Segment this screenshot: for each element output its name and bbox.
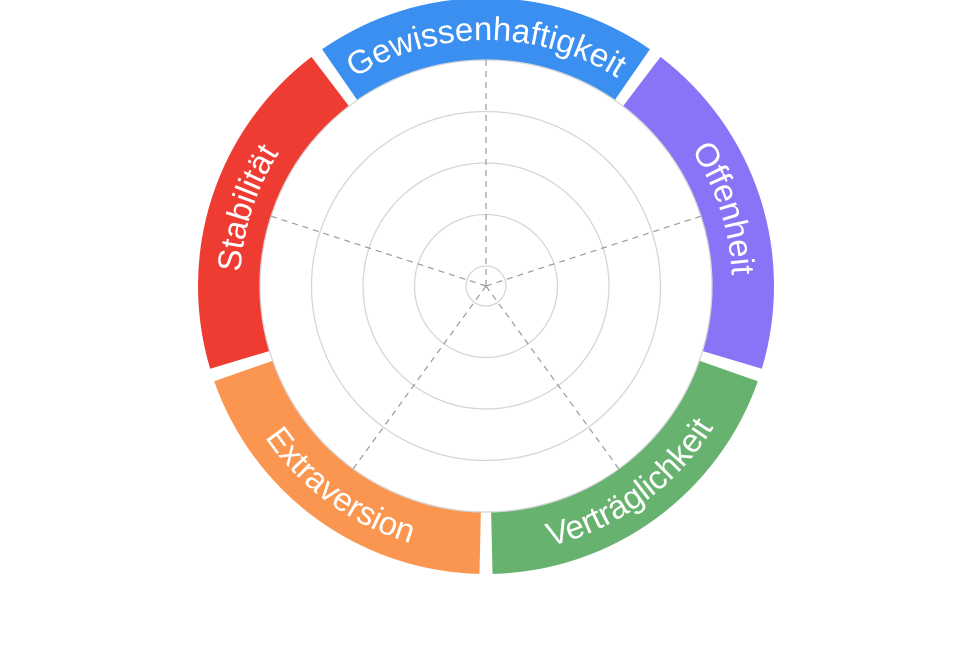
segment-offenheit (622, 56, 775, 369)
segment-vertraeglichkeit (491, 360, 758, 574)
grid-ring-4 (310, 110, 662, 462)
segment-extraversion (214, 360, 481, 574)
axis-offenheit (485, 215, 702, 287)
axis-vertraeglichkeit (485, 285, 620, 470)
segment-stabilitaet (198, 56, 350, 369)
grid-ring-1 (465, 265, 507, 307)
axis-extraversion (352, 285, 487, 470)
axis-lines (270, 60, 702, 470)
axis-stabilitaet (270, 215, 487, 287)
